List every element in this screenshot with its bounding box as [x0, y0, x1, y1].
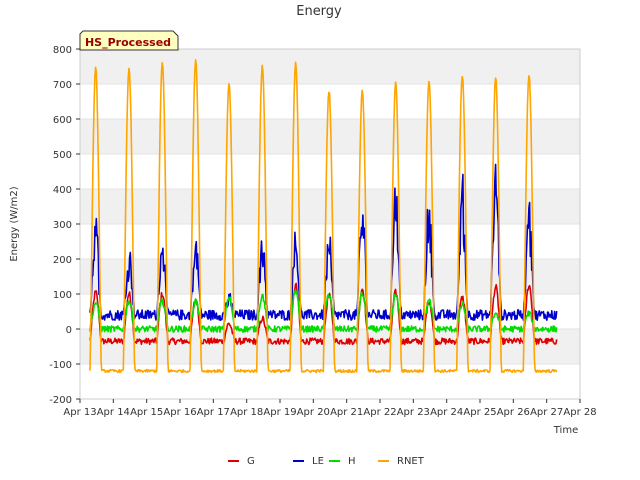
y-tick-label: 500 [53, 150, 72, 161]
x-tick-label: Apr 27 [530, 407, 563, 418]
annotation-text: HS_Processed [85, 36, 171, 49]
x-tick-label: Apr 22 [363, 407, 396, 418]
x-tick-label: Apr 20 [297, 407, 330, 418]
x-tick-label: Apr 18 [230, 407, 263, 418]
x-tick-label: Apr 26 [497, 407, 530, 418]
legend-label: H [348, 456, 356, 467]
x-tick-label: Apr 25 [463, 407, 496, 418]
background-band [80, 364, 580, 399]
x-tick-label: Apr 28 [563, 407, 596, 418]
x-tick-label: Apr 24 [430, 407, 463, 418]
x-axis: Apr 13 Apr 14 Apr 15 Apr 16 Apr 17 Apr 18 Apr … [63, 399, 597, 418]
legend-label: RNET [397, 456, 425, 467]
legend-item-h: H [329, 456, 356, 467]
hs-processed-annotation: HS_Processed [79, 30, 179, 51]
background-band [80, 329, 580, 364]
y-tick-label: 400 [53, 185, 72, 196]
legend-label: LE [312, 456, 324, 467]
legend-label: G [247, 456, 255, 467]
y-tick-label: -100 [49, 360, 72, 371]
y-tick-label: 0 [66, 325, 72, 336]
background-band [80, 49, 580, 84]
legend: G LE H RNET [228, 456, 425, 467]
x-tick-label: Apr 23 [397, 407, 430, 418]
series-lines [89, 59, 558, 374]
x-tick-label: Apr 17 [197, 407, 230, 418]
x-tick-label: Apr 16 [163, 407, 196, 418]
y-tick-label: 700 [53, 80, 72, 91]
x-tick-label: Apr 13 [63, 407, 96, 418]
y-tick-label: -200 [49, 395, 72, 406]
x-tick-label: Apr 15 [130, 407, 163, 418]
annotation-box [79, 30, 179, 51]
legend-item-rnet: RNET [378, 456, 425, 467]
legend-item-g: G [228, 456, 255, 467]
x-tick-label: Apr 19 [263, 407, 296, 418]
x-axis-label: Time [553, 425, 578, 436]
background-band [80, 259, 580, 294]
y-tick-label: 800 [53, 45, 72, 56]
y-tick-label: 600 [53, 115, 72, 126]
y-tick-label: 200 [53, 255, 72, 266]
y-axis: -200 -100 0 100 200 300 400 500 600 700 800 [49, 45, 80, 406]
y-tick-label: 300 [53, 220, 72, 231]
background-band [80, 189, 580, 224]
background-band [80, 154, 580, 189]
y-tick-label: 100 [53, 290, 72, 301]
x-tick-label: Apr 14 [97, 407, 130, 418]
chart-title: Energy [296, 4, 342, 19]
series-line-rnet [89, 59, 558, 374]
y-axis-label: Energy (W/m2) [9, 186, 20, 261]
legend-item-le: LE [293, 456, 324, 467]
x-tick-label: Apr 21 [330, 407, 363, 418]
